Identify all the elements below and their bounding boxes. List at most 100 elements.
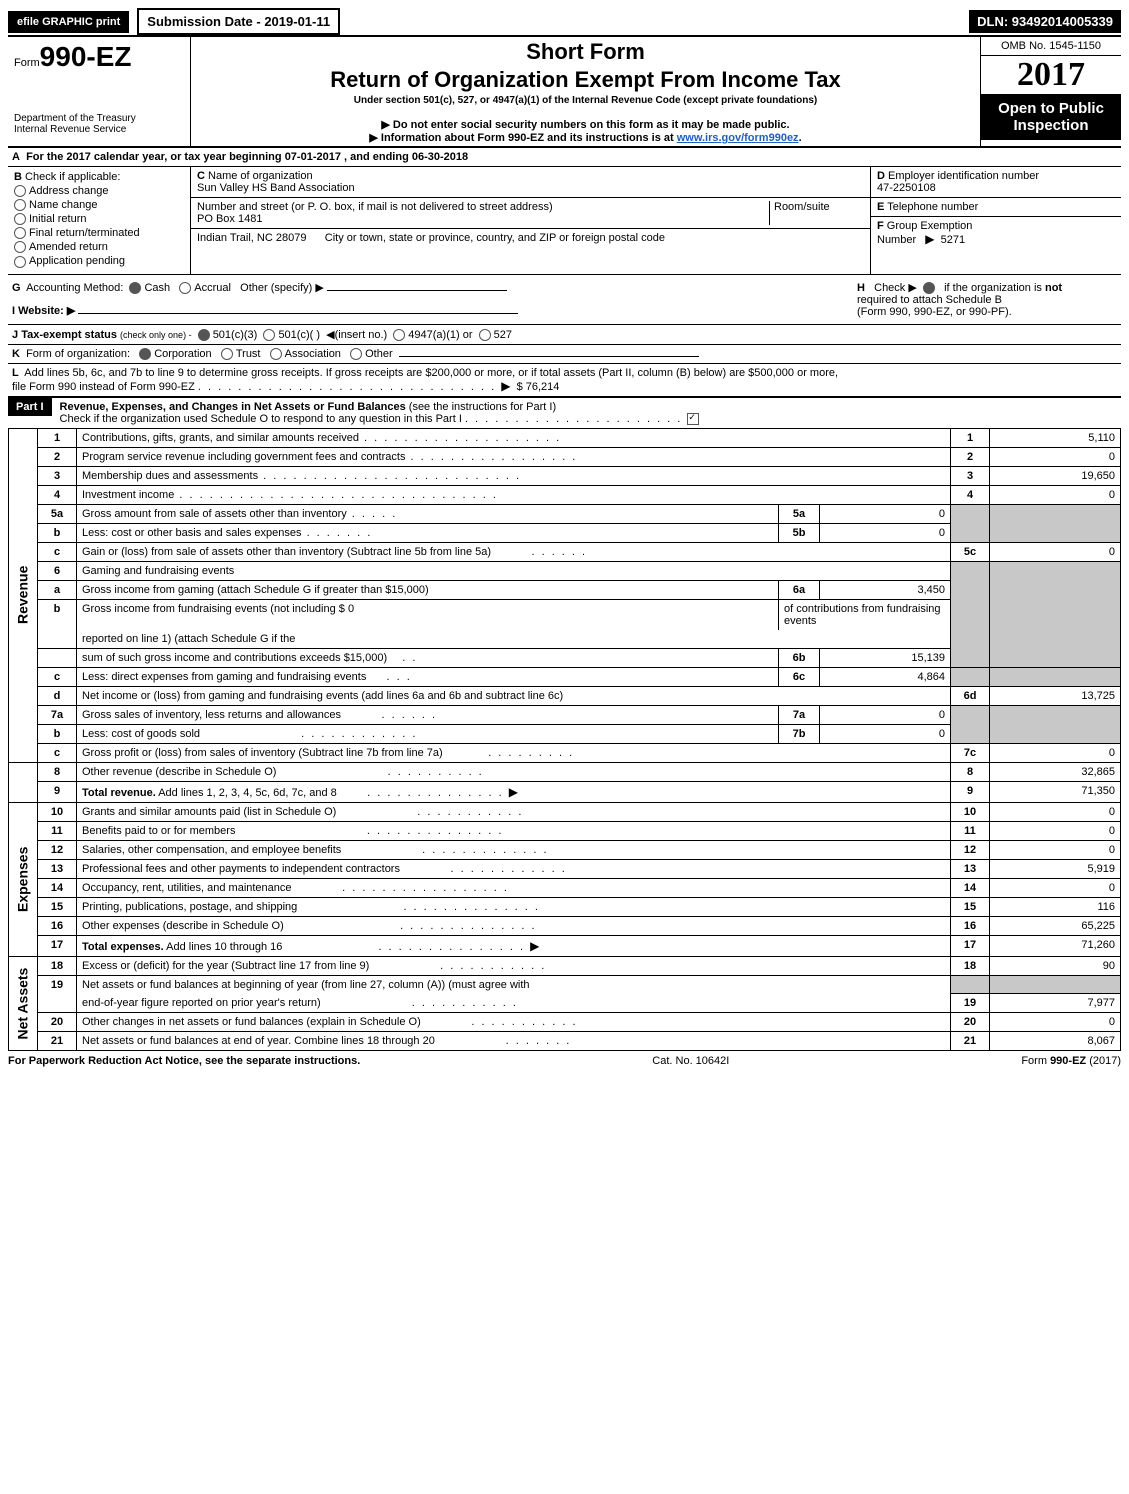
r7c-rn: 7c bbox=[951, 743, 990, 762]
r14-text: Occupancy, rent, utilities, and maintena… bbox=[82, 882, 292, 894]
r6a-num: a bbox=[38, 580, 77, 599]
form990ez-link[interactable]: www.irs.gov/form990ez bbox=[677, 132, 799, 144]
row-21: 21 Net assets or fund balances at end of… bbox=[9, 1032, 1121, 1051]
j-d: 527 bbox=[494, 329, 512, 341]
part-i-title: Revenue, Expenses, and Changes in Net As… bbox=[60, 401, 406, 413]
dept-irs: Internal Revenue Service bbox=[14, 124, 184, 135]
r3-val: 19,650 bbox=[990, 466, 1121, 485]
r17-rn: 17 bbox=[951, 935, 990, 956]
r5c-text: Gain or (loss) from sale of assets other… bbox=[82, 546, 491, 558]
r11-num: 11 bbox=[38, 821, 77, 840]
e-label: E bbox=[877, 201, 884, 213]
r7c-val: 0 bbox=[990, 743, 1121, 762]
ein-value: 47-2250108 bbox=[877, 182, 1115, 194]
radio-501c[interactable] bbox=[263, 329, 275, 341]
street-value: PO Box 1481 bbox=[197, 213, 769, 225]
r16-text: Other expenses (describe in Schedule O) bbox=[82, 920, 284, 932]
radio-corporation[interactable] bbox=[139, 348, 151, 360]
r12-text: Salaries, other compensation, and employ… bbox=[82, 844, 341, 856]
r6b-sv: 15,139 bbox=[820, 648, 951, 667]
net-assets-side-label: Net Assets bbox=[9, 956, 38, 1051]
r21-val: 8,067 bbox=[990, 1032, 1121, 1051]
row-6c: c Less: direct expenses from gaming and … bbox=[9, 667, 1121, 686]
chk-address-change[interactable] bbox=[14, 185, 26, 197]
r10-rn: 10 bbox=[951, 802, 990, 821]
r6a-sv: 3,450 bbox=[820, 580, 951, 599]
r21-rn: 21 bbox=[951, 1032, 990, 1051]
radio-4947[interactable] bbox=[393, 329, 405, 341]
radio-527[interactable] bbox=[479, 329, 491, 341]
dept-treasury: Department of the Treasury bbox=[14, 113, 184, 124]
l-dots: . . . . . . . . . . . . . . . . . . . . … bbox=[198, 381, 501, 393]
r10-num: 10 bbox=[38, 802, 77, 821]
top-bar: efile GRAPHIC print Submission Date - 20… bbox=[8, 8, 1121, 35]
section-c: C Name of organization Sun Valley HS Ban… bbox=[191, 167, 870, 274]
r19-text2: end-of-year figure reported on prior yea… bbox=[82, 997, 321, 1009]
r6b-num: b bbox=[38, 599, 77, 648]
j-label: J bbox=[12, 329, 18, 341]
g-label: G bbox=[12, 282, 21, 294]
d-label: D bbox=[877, 170, 885, 182]
radio-other-org[interactable] bbox=[350, 348, 362, 360]
r1-val: 5,110 bbox=[990, 428, 1121, 447]
row-5c: c Gain or (loss) from sale of assets oth… bbox=[9, 542, 1121, 561]
r5a-text: Gross amount from sale of assets other t… bbox=[82, 508, 347, 520]
g-cash: Cash bbox=[144, 282, 170, 294]
r6-num: 6 bbox=[38, 561, 77, 580]
row-14: 14 Occupancy, rent, utilities, and maint… bbox=[9, 878, 1121, 897]
b-item-3: Final return/terminated bbox=[29, 227, 140, 239]
r5c-rn: 5c bbox=[951, 542, 990, 561]
website-input[interactable] bbox=[78, 313, 518, 314]
h-text2: if the organization is bbox=[944, 282, 1045, 294]
efile-print-button[interactable]: efile GRAPHIC print bbox=[8, 11, 129, 33]
c-label: C bbox=[197, 170, 205, 182]
room-suite-label: Room/suite bbox=[769, 201, 864, 225]
section-b: B Check if applicable: Address change Na… bbox=[8, 167, 191, 274]
row-7c: c Gross profit or (loss) from sales of i… bbox=[9, 743, 1121, 762]
r6b-sn: 6b bbox=[779, 648, 820, 667]
row-10: Expenses 10 Grants and similar amounts p… bbox=[9, 802, 1121, 821]
info-link-line: ▶ Information about Form 990-EZ and its … bbox=[197, 131, 974, 144]
radio-trust[interactable] bbox=[221, 348, 233, 360]
row-5a: 5a Gross amount from sale of assets othe… bbox=[9, 504, 1121, 523]
row-13: 13 Professional fees and other payments … bbox=[9, 859, 1121, 878]
part-i-note: (see the instructions for Part I) bbox=[409, 401, 556, 413]
row-7a: 7a Gross sales of inventory, less return… bbox=[9, 705, 1121, 724]
part-i-checkbox[interactable] bbox=[687, 413, 699, 425]
k-other-input[interactable] bbox=[399, 356, 699, 357]
chk-name-change[interactable] bbox=[14, 199, 26, 211]
radio-accrual[interactable] bbox=[179, 282, 191, 294]
e-title: Telephone number bbox=[887, 201, 978, 213]
radio-association[interactable] bbox=[270, 348, 282, 360]
h-not: not bbox=[1045, 282, 1062, 294]
r15-rn: 15 bbox=[951, 897, 990, 916]
line-l: L Add lines 5b, 6c, and 7b to line 9 to … bbox=[8, 364, 1121, 396]
r3-num: 3 bbox=[38, 466, 77, 485]
h-text4: (Form 990, 990-EZ, or 990-PF). bbox=[857, 306, 1117, 318]
gh-row: G Accounting Method: Cash Accrual Other … bbox=[8, 275, 1121, 324]
open-line2: Inspection bbox=[985, 117, 1117, 134]
chk-application-pending[interactable] bbox=[14, 256, 26, 268]
r6a-text: Gross income from gaming (attach Schedul… bbox=[77, 580, 779, 599]
r18-rn: 18 bbox=[951, 956, 990, 975]
r7c-text: Gross profit or (loss) from sales of inv… bbox=[82, 747, 443, 759]
g-other-input[interactable] bbox=[327, 290, 507, 291]
chk-initial-return[interactable] bbox=[14, 213, 26, 225]
r9-text: Total revenue. bbox=[82, 787, 156, 799]
i-text: Website: ▶ bbox=[18, 305, 75, 317]
chk-final-return[interactable] bbox=[14, 227, 26, 239]
section-def: D Employer identification number 47-2250… bbox=[870, 167, 1121, 274]
g-other: Other (specify) ▶ bbox=[240, 282, 324, 294]
chk-amended-return[interactable] bbox=[14, 241, 26, 253]
row-2: 2 Program service revenue including gove… bbox=[9, 447, 1121, 466]
radio-501c3[interactable] bbox=[198, 329, 210, 341]
r20-rn: 20 bbox=[951, 1013, 990, 1032]
r8-text: Other revenue (describe in Schedule O) bbox=[82, 766, 276, 778]
r7a-text: Gross sales of inventory, less returns a… bbox=[82, 709, 341, 721]
r7b-num: b bbox=[38, 724, 77, 743]
r5a-sn: 5a bbox=[779, 504, 820, 523]
h-checkbox[interactable] bbox=[923, 282, 935, 294]
r18-text: Excess or (deficit) for the year (Subtra… bbox=[82, 960, 369, 972]
radio-cash[interactable] bbox=[129, 282, 141, 294]
row-18: Net Assets 18 Excess or (deficit) for th… bbox=[9, 956, 1121, 975]
